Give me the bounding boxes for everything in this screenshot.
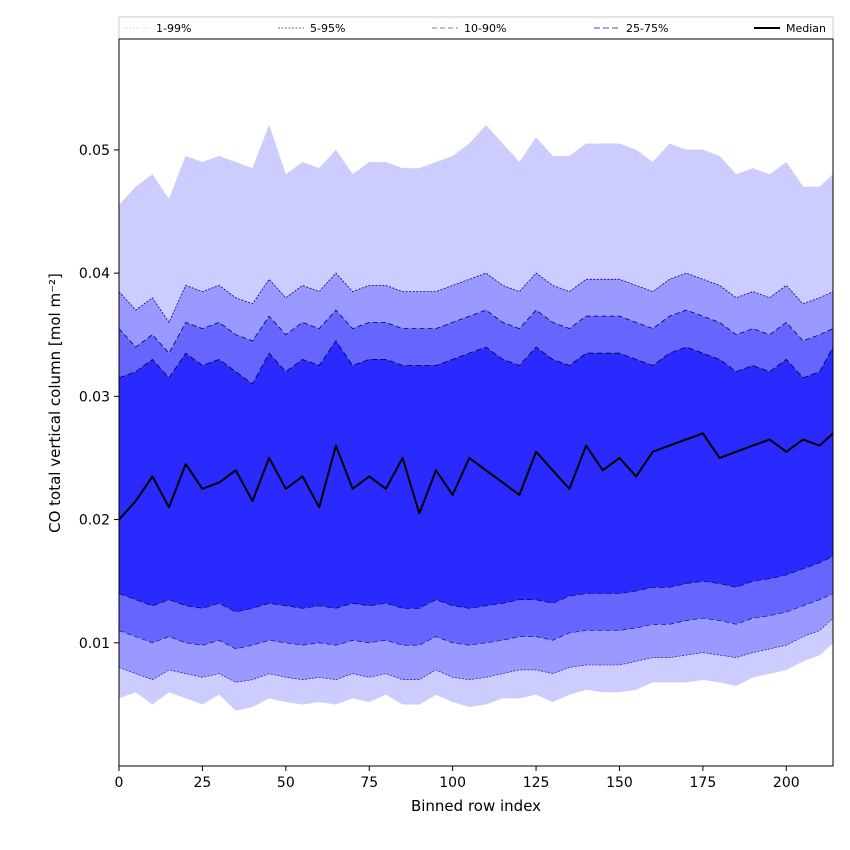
x-axis-label: Binned row index xyxy=(411,797,541,815)
band-25-75 xyxy=(119,340,833,612)
y-tick-label: 0.05 xyxy=(79,143,110,159)
band-lower-line-10-90 xyxy=(119,593,833,650)
y-axis: 0.01 0.02 0.03 0.04 0.05 xyxy=(79,143,119,652)
band-upper-line-1-99 xyxy=(119,124,833,206)
y-tick-label: 0.02 xyxy=(79,513,110,529)
x-tick-label: 75 xyxy=(360,775,378,791)
legend-label-median: Median xyxy=(786,22,826,35)
legend-label-5-95: 5-95% xyxy=(310,22,345,35)
y-tick-label: 0.03 xyxy=(79,389,110,405)
x-axis: 0 25 50 75 100 125 150 175 200 xyxy=(115,766,800,791)
x-tick-label: 200 xyxy=(773,775,800,791)
x-tick-label: 50 xyxy=(277,775,295,791)
y-axis-label: CO total vertical column [mol m⁻²] xyxy=(46,273,64,533)
x-tick-label: 125 xyxy=(523,775,550,791)
x-tick-label: 100 xyxy=(439,775,466,791)
band-lower-line-5-95 xyxy=(119,617,833,683)
band-lower-line-25-75 xyxy=(119,556,833,613)
median-layer xyxy=(119,432,833,521)
x-tick-label: 0 xyxy=(115,775,124,791)
plot-frame xyxy=(118,38,834,767)
legend-label-10-90: 10-90% xyxy=(464,22,506,35)
x-tick-label: 25 xyxy=(193,775,211,791)
x-tick-label: 175 xyxy=(690,775,717,791)
median-line xyxy=(119,432,833,521)
y-tick-label: 0.04 xyxy=(79,266,110,282)
band-lower-line-1-99 xyxy=(119,642,833,711)
legend-label-25-75: 25-75% xyxy=(626,22,668,35)
x-tick-label: 150 xyxy=(606,775,633,791)
y-tick-label: 0.01 xyxy=(79,636,110,652)
percentile-bands xyxy=(119,124,833,711)
band-upper-line-25-75 xyxy=(119,340,833,385)
legend-label-1-99: 1-99% xyxy=(156,22,191,35)
band-upper-line-5-95 xyxy=(119,272,833,324)
legend: 1-99% 5-95% 10-90% 25-75% Median xyxy=(124,22,826,35)
band-upper-line-10-90 xyxy=(119,309,833,354)
